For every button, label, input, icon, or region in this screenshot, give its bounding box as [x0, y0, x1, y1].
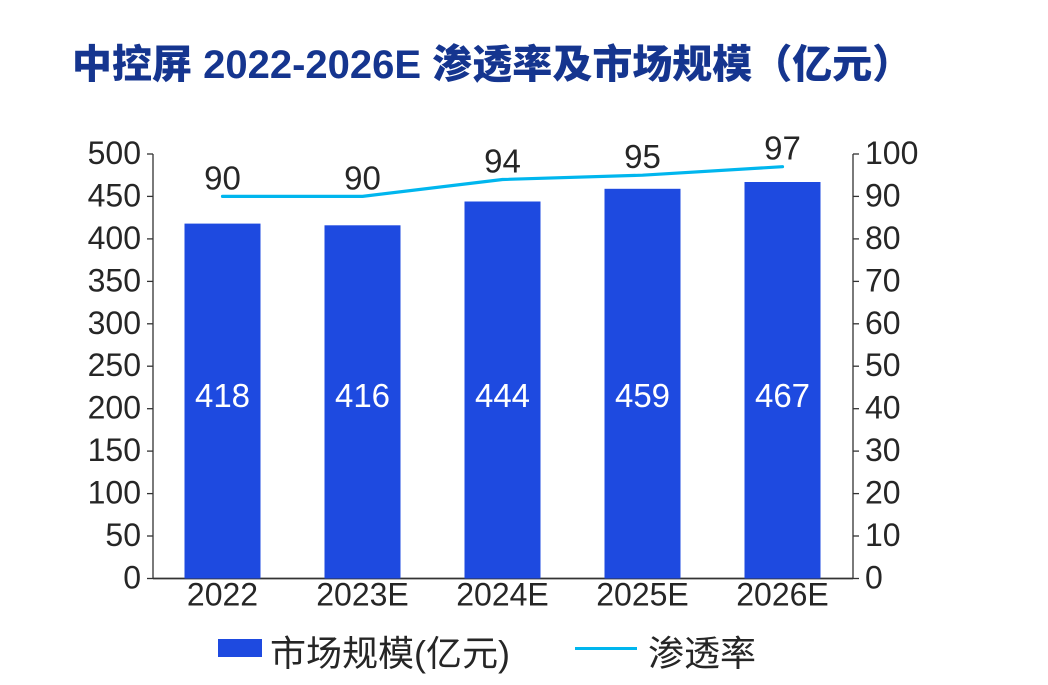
svg-text:459: 459 [615, 377, 670, 414]
svg-text:467: 467 [755, 377, 810, 414]
svg-text:100: 100 [88, 475, 141, 511]
svg-text:95: 95 [624, 138, 661, 175]
svg-text:200: 200 [88, 390, 141, 426]
svg-text:400: 400 [88, 220, 141, 256]
svg-text:444: 444 [475, 377, 530, 414]
svg-text:300: 300 [88, 305, 141, 341]
svg-text:80: 80 [865, 220, 901, 256]
svg-text:2023E: 2023E [316, 577, 409, 613]
svg-text:60: 60 [865, 305, 901, 341]
svg-text:50: 50 [865, 347, 901, 383]
svg-text:150: 150 [88, 432, 141, 468]
svg-text:450: 450 [88, 177, 141, 213]
svg-text:97: 97 [764, 130, 801, 167]
svg-text:90: 90 [865, 177, 901, 213]
svg-text:40: 40 [865, 390, 901, 426]
svg-text:416: 416 [335, 377, 390, 414]
svg-text:20: 20 [865, 475, 901, 511]
svg-text:90: 90 [204, 159, 241, 196]
svg-text:500: 500 [88, 135, 141, 171]
svg-text:100: 100 [865, 135, 918, 171]
svg-text:2022: 2022 [187, 577, 258, 613]
svg-text:418: 418 [195, 377, 250, 414]
svg-text:70: 70 [865, 262, 901, 298]
svg-text:2026E: 2026E [736, 577, 829, 613]
svg-text:2025E: 2025E [596, 577, 689, 613]
svg-text:0: 0 [865, 560, 883, 596]
svg-text:250: 250 [88, 347, 141, 383]
svg-text:90: 90 [344, 159, 381, 196]
svg-text:30: 30 [865, 432, 901, 468]
svg-text:50: 50 [105, 517, 141, 553]
svg-text:0: 0 [123, 560, 141, 596]
svg-text:2024E: 2024E [456, 577, 549, 613]
svg-text:350: 350 [88, 262, 141, 298]
svg-text:10: 10 [865, 517, 901, 553]
svg-text:94: 94 [484, 143, 521, 180]
